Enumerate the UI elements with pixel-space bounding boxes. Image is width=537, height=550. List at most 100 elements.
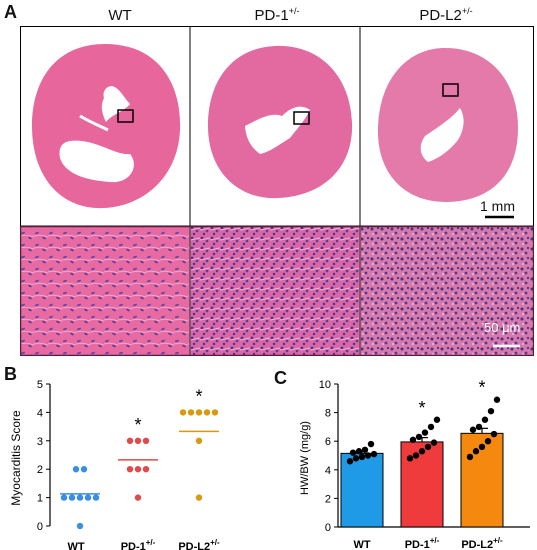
chart-c-point (346, 458, 354, 465)
chart-c-point (349, 449, 357, 456)
chart-c-point (466, 453, 474, 461)
chart-c-point (475, 423, 483, 431)
myocarditis-score-chart: Myocarditis Score 0 1 2 3 4 5 WT PD-1+/- PD-L2+/… (9, 379, 220, 550)
wt-heart-section (32, 44, 181, 209)
pdl2-heart-section (377, 48, 518, 203)
chart-b-significance-star: * (134, 415, 141, 435)
chart-c-point (364, 452, 372, 459)
chart-b-point (195, 409, 203, 416)
column-title-wt: WT (108, 7, 132, 24)
chart-b-point (134, 494, 142, 501)
chart-c-category-label: WT (353, 539, 370, 550)
chart-c-point (490, 430, 498, 438)
chart-c-point (430, 439, 438, 446)
chart-b-ylabel: Myocarditis Score (9, 410, 23, 506)
wt-micrograph (21, 227, 189, 355)
chart-c-category-label: PD-1+/- (405, 536, 440, 550)
chart-b-category-label: PD-L2+/- (178, 538, 220, 550)
chart-b-point (142, 466, 150, 473)
column-title-pd1: PD-1+/- (254, 6, 300, 24)
chart-b-point (142, 437, 150, 444)
chart-b-significance-star: * (195, 386, 202, 406)
pd1-inset-box (293, 111, 310, 125)
chart-b-point (92, 494, 100, 501)
chart-c-category-label: PD-L2+/- (461, 536, 503, 550)
chart-b-point (126, 466, 134, 473)
chart-b-point (211, 409, 219, 416)
chart-c-point (424, 443, 432, 451)
chart-c-ytick-label: 8 (325, 408, 331, 420)
chart-b-point (203, 409, 211, 416)
chart-c-point (481, 416, 489, 423)
chart-b-point (179, 409, 187, 416)
pdl2-inset-box (442, 83, 459, 97)
chart-c-significance-star: * (478, 378, 485, 398)
chart-b-ytick-label: 2 (37, 464, 43, 476)
pdl2-micrograph (361, 227, 533, 355)
chart-b-point (72, 466, 80, 473)
chart-b-ytick-label: 3 (37, 436, 43, 448)
chart-c-point (415, 433, 423, 441)
chart-c-point (361, 446, 369, 453)
chart-c-marks: ** (340, 378, 504, 528)
chart-b-point (80, 466, 88, 473)
chart-b-point (84, 494, 92, 501)
chart-b-point (76, 522, 84, 530)
chart-b-marks: ** (60, 386, 219, 530)
chart-b-category-label: PD-1+/- (121, 538, 156, 550)
histology-figure (20, 26, 534, 356)
chart-b-ytick-label: 5 (37, 379, 43, 391)
chart-b-point (187, 409, 195, 416)
chart-b-ytick-label: 1 (37, 493, 43, 505)
chart-b-ytick-label: 0 (37, 521, 43, 533)
chart-c-ytick-label: 4 (325, 465, 331, 477)
chart-c-point (367, 440, 375, 448)
chart-c-significance-star: * (418, 398, 425, 418)
chart-c-point (484, 438, 492, 445)
chart-c-point (358, 453, 366, 461)
chart-b-point (195, 437, 203, 444)
chart-c-point (418, 448, 426, 455)
panel-b-letter: B (4, 364, 17, 384)
chart-b-point (134, 466, 142, 473)
chart-c-ytick-label: 2 (325, 493, 331, 505)
pd1-heart-section (208, 45, 353, 199)
chart-c-bar (400, 441, 444, 528)
panel-a-letter: A (4, 2, 17, 22)
chart-c-point (433, 416, 441, 423)
chart-c-point (352, 455, 360, 462)
chart-c-point (355, 448, 363, 455)
chart-b-point (68, 494, 76, 501)
chart-c-point (409, 436, 417, 443)
chart-c-ytick-label: 10 (319, 379, 331, 391)
scale-bar-label-top: 1 mm (480, 198, 515, 214)
chart-c-point (469, 426, 477, 433)
chart-c-ylabel: HW/BW (mg/g) (299, 421, 311, 495)
chart-c-point (478, 443, 486, 451)
chart-c-point (427, 423, 435, 431)
chart-c-point (487, 407, 495, 415)
chart-c-point (472, 448, 480, 455)
pd1-micrograph (191, 227, 359, 355)
chart-b-point (126, 437, 134, 444)
chart-b-axis: 0 1 2 3 4 5 WT PD-1+/- PD-L2+/- (37, 379, 220, 550)
chart-b-point (60, 494, 68, 501)
chart-b-point (134, 437, 142, 444)
chart-c-point (406, 455, 414, 462)
wt-inset-box (117, 109, 134, 123)
chart-b-point (195, 494, 203, 501)
chart-c-ytick-label: 0 (325, 522, 331, 534)
chart-c-point (412, 452, 420, 459)
panel-c-letter: C (274, 368, 287, 388)
chart-b-category-label: WT (67, 541, 84, 550)
chart-c-point (493, 396, 501, 403)
scale-bar-label-bottom: 50 μm (484, 320, 521, 335)
chart-c-point (370, 450, 378, 458)
chart-b-point (76, 494, 84, 501)
chart-c-point (421, 429, 429, 436)
chart-c-ytick-label: 6 (325, 436, 331, 448)
chart-b-ytick-label: 4 (37, 407, 43, 419)
column-title-pdl2: PD-L2+/- (419, 6, 473, 24)
chart-c-bar (340, 452, 384, 528)
